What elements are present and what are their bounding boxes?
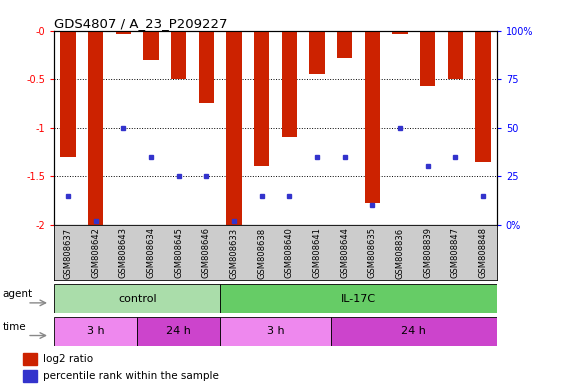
Text: GSM808635: GSM808635 [368,227,377,278]
Text: GSM808641: GSM808641 [312,227,321,278]
Bar [199,31,214,103]
Bar [309,31,324,74]
Text: 24 h: 24 h [401,326,426,336]
Bar [337,31,352,58]
Text: GSM808644: GSM808644 [340,227,349,278]
Text: GSM808645: GSM808645 [174,227,183,278]
Bar [392,31,408,34]
Text: GSM808836: GSM808836 [396,227,404,278]
Bar [137,317,220,346]
Bar [220,317,331,346]
Text: percentile rank within the sample: percentile rank within the sample [43,371,219,381]
Text: GSM808643: GSM808643 [119,227,128,278]
Text: log2 ratio: log2 ratio [43,354,93,364]
Bar [282,31,297,137]
Bar [475,31,490,162]
Bar [448,31,463,79]
Bar [88,31,103,225]
Bar [331,317,497,346]
Text: GSM808847: GSM808847 [451,227,460,278]
Bar [143,31,159,60]
Text: 24 h: 24 h [166,326,191,336]
Text: GSM808839: GSM808839 [423,227,432,278]
Text: 3 h: 3 h [267,326,284,336]
Text: 3 h: 3 h [87,326,104,336]
Bar [365,31,380,203]
Text: agent: agent [3,289,33,299]
Text: GSM808642: GSM808642 [91,227,100,278]
Bar [61,31,76,157]
Bar [116,31,131,34]
Text: GSM808633: GSM808633 [230,227,239,278]
Text: time: time [3,322,26,332]
Text: GDS4807 / A_23_P209227: GDS4807 / A_23_P209227 [54,17,228,30]
Bar [420,31,435,86]
Bar [54,284,220,313]
Bar [220,284,497,313]
Text: GSM808646: GSM808646 [202,227,211,278]
Bar [171,31,186,79]
Bar [227,31,242,225]
Text: IL-17C: IL-17C [341,293,376,304]
Bar [23,353,37,365]
Text: GSM808638: GSM808638 [257,227,266,278]
Bar [254,31,270,167]
Text: control: control [118,293,156,304]
Text: GSM808848: GSM808848 [478,227,488,278]
Bar [23,370,37,382]
Text: GSM808640: GSM808640 [285,227,294,278]
Text: GSM808637: GSM808637 [63,227,73,278]
Bar [54,317,137,346]
Text: GSM808634: GSM808634 [147,227,155,278]
